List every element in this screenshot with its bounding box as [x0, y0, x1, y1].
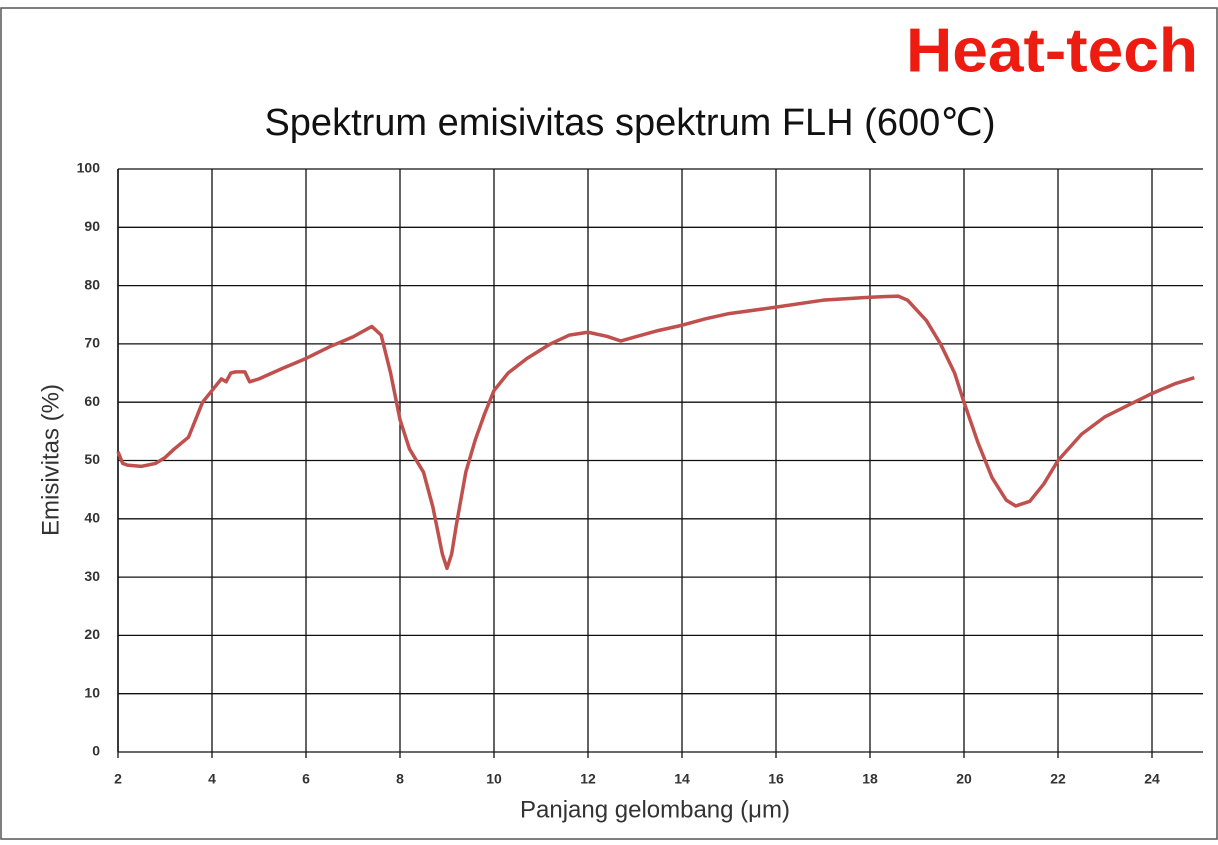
- x-tick-label: 22: [1050, 771, 1066, 787]
- x-tick-label: 10: [486, 771, 502, 787]
- y-tick-label: 70: [84, 335, 100, 351]
- x-tick-label: 20: [956, 771, 972, 787]
- y-tick-label: 40: [84, 510, 100, 526]
- y-tick-label: 50: [84, 451, 100, 467]
- brand: Heat-tech: [906, 16, 1198, 85]
- y-tick-label: 100: [77, 160, 101, 176]
- frame: [0, 7, 1218, 840]
- y-tick-label: 30: [84, 568, 100, 584]
- x-tick-label: 24: [1144, 771, 1160, 787]
- x-tick-label: 14: [674, 771, 690, 787]
- y-tick-label: 90: [84, 218, 100, 234]
- x-tick-label: 18: [862, 771, 878, 787]
- data-line: [116, 294, 1195, 571]
- y-tick-label: 10: [84, 684, 100, 700]
- y-tick-label: 60: [84, 393, 100, 409]
- x-tick-label: 12: [580, 771, 596, 787]
- y-tick-label: 20: [84, 626, 100, 642]
- y-tick-label: 80: [84, 276, 100, 292]
- chart-title: Spektrum emisivitas spektrum FLH (600℃): [264, 102, 995, 144]
- x-tick-label: 6: [302, 771, 310, 787]
- x-tick-label: 8: [396, 771, 404, 787]
- x-tick-label: 16: [768, 771, 784, 787]
- x-tick-label: 2: [114, 771, 122, 787]
- x-axis-label: Panjang gelombang (μm): [520, 796, 790, 823]
- y-axis-label: Emisivitas (%): [37, 384, 64, 536]
- x-tick-label: 4: [208, 771, 216, 787]
- y-tick-label: 0: [92, 743, 100, 759]
